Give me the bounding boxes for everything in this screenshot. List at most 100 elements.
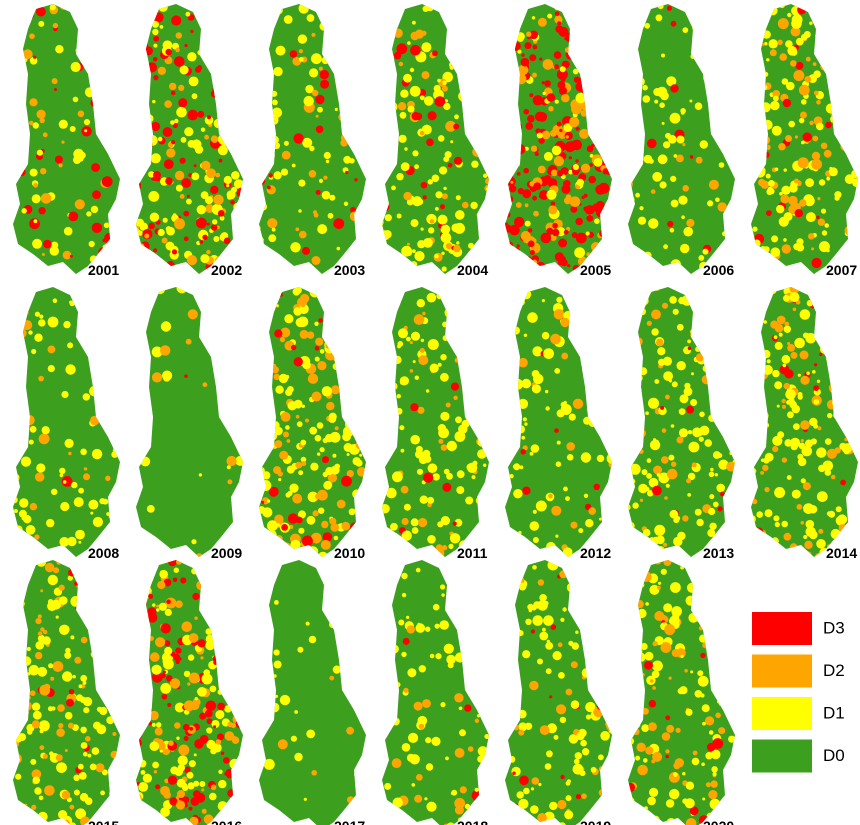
map-patch: [850, 160, 854, 164]
map-patch: [756, 438, 760, 442]
map-patch: [269, 438, 273, 442]
map-patch: [751, 78, 756, 83]
map-patch: [65, 749, 68, 752]
map-patch: [509, 474, 513, 478]
map-patch: [56, 754, 63, 761]
map-patch: [707, 743, 715, 751]
map-patch: [669, 296, 677, 304]
map-patch: [829, 320, 839, 330]
map-patch: [667, 469, 678, 480]
map-patch: [132, 770, 136, 774]
map-patch: [725, 290, 731, 296]
map-patch: [24, 804, 27, 807]
map-patch: [251, 472, 259, 480]
map-patch: [641, 673, 645, 677]
map-patch: [663, 558, 671, 566]
map-patch: [355, 108, 365, 118]
map-patch: [270, 554, 277, 561]
map-patch: [228, 7, 237, 16]
map-patch: [252, 499, 260, 507]
map-patch: [734, 641, 741, 648]
map-patch: [332, 454, 336, 458]
map-patch: [361, 434, 367, 440]
map-patch: [83, 697, 92, 706]
map-patch: [706, 292, 716, 302]
map-patch: [486, 37, 493, 44]
map-patch: [211, 2, 217, 8]
map-patch: [556, 461, 562, 467]
map-patch: [194, 164, 197, 167]
map-patch: [63, 480, 67, 484]
map-patch: [420, 131, 425, 136]
map-patch: [420, 95, 425, 100]
map: [253, 0, 373, 276]
map-patch: [647, 321, 652, 326]
map-patch: [690, 155, 694, 159]
map-patch: [382, 698, 387, 703]
map-patch: [645, 652, 654, 661]
map-patch: [238, 601, 243, 606]
map-patch: [69, 689, 74, 694]
map-patch: [775, 324, 784, 333]
map-patch: [98, 657, 102, 661]
map-patch: [692, 758, 700, 766]
map-patch: [38, 21, 44, 27]
map-patch: [328, 0, 338, 10]
map-patch: [690, 329, 696, 335]
map-patch: [227, 44, 232, 49]
map-patch: [571, 522, 578, 529]
map-patch: [335, 426, 339, 430]
map-patch: [363, 64, 370, 71]
map-patch: [696, 157, 703, 164]
map-patch: [469, 371, 473, 375]
map-patch: [554, 735, 559, 740]
map-patch: [482, 336, 488, 342]
map-patch: [269, 445, 274, 450]
map-patch: [569, 32, 573, 36]
map-patch: [275, 386, 283, 394]
map-patch: [756, 511, 763, 518]
map-patch: [604, 238, 613, 247]
map-patch: [554, 428, 559, 433]
map-patch: [842, 248, 849, 255]
map-patch: [591, 49, 596, 54]
map-patch: [557, 441, 561, 445]
year-label: 2004: [457, 262, 488, 278]
map-patch: [274, 538, 284, 548]
map-patch: [646, 473, 652, 479]
legend-swatch: [752, 655, 812, 688]
map-patch: [816, 447, 826, 457]
map-patch: [635, 756, 640, 761]
map-patch: [468, 677, 472, 681]
map-patch: [596, 645, 599, 648]
map-patch: [727, 246, 737, 256]
map-patch: [746, 357, 751, 362]
map-patch: [485, 178, 491, 184]
map-patch: [551, 170, 558, 177]
map-patch: [410, 45, 421, 56]
map-patch: [747, 85, 755, 93]
map-patch: [89, 633, 96, 640]
map-patch: [42, 253, 45, 256]
map-patch: [717, 626, 720, 629]
map-patch: [788, 121, 795, 128]
map-patch: [187, 110, 198, 121]
map-patch: [710, 780, 717, 787]
map-patch: [61, 141, 64, 144]
map-patch: [624, 644, 635, 655]
map-patch: [210, 686, 217, 693]
year-label: 2017: [334, 818, 365, 825]
map-patch: [541, 233, 552, 244]
map-patch: [455, 358, 460, 363]
map-patch: [517, 172, 521, 176]
map-patch: [227, 40, 235, 48]
map-patch: [141, 88, 146, 93]
map-patch: [846, 406, 855, 415]
map-patch: [703, 249, 709, 255]
map-patch: [577, 312, 586, 321]
map-patch: [483, 353, 490, 360]
map-patch: [355, 295, 360, 300]
map-patch: [401, 246, 412, 257]
map-patch: [542, 299, 545, 302]
map: [496, 284, 618, 562]
